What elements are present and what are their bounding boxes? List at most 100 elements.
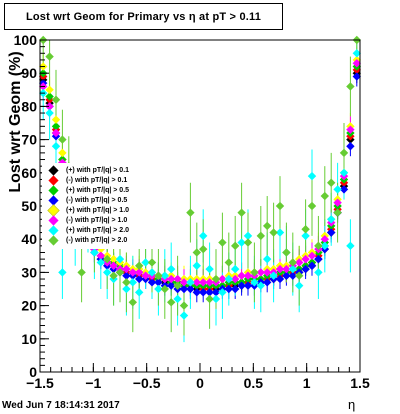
data-point bbox=[275, 228, 285, 237]
data-point bbox=[282, 248, 291, 257]
data-point bbox=[263, 254, 272, 264]
legend-entry: (-) with pT/|q| > 0.5 bbox=[42, 194, 160, 206]
chart-title: Lost wrt Geom for Primary vs η at pT > 0… bbox=[4, 3, 283, 30]
data-point bbox=[275, 274, 285, 284]
data-point bbox=[122, 264, 131, 274]
data-point bbox=[301, 254, 310, 264]
data-point bbox=[269, 271, 278, 280]
data-point bbox=[77, 268, 86, 277]
data-point bbox=[346, 142, 355, 151]
data-point bbox=[128, 278, 137, 287]
data-point bbox=[346, 82, 355, 91]
data-point bbox=[192, 248, 201, 257]
data-point bbox=[45, 102, 54, 111]
data-point bbox=[339, 168, 349, 177]
legend-label: (+) with pT/|q| > 0.1 bbox=[66, 166, 130, 174]
data-point bbox=[109, 271, 118, 280]
data-point bbox=[224, 274, 233, 284]
data-point bbox=[167, 274, 176, 284]
data-point bbox=[186, 278, 195, 287]
data-point bbox=[141, 271, 150, 280]
legend-label: (+) with pT/|q| > 0.5 bbox=[66, 186, 130, 194]
data-point bbox=[90, 248, 99, 257]
data-point bbox=[288, 271, 297, 280]
data-point bbox=[352, 72, 361, 81]
data-point bbox=[237, 281, 246, 290]
data-point bbox=[154, 271, 163, 280]
data-point bbox=[243, 271, 253, 280]
data-point bbox=[301, 264, 310, 274]
data-point bbox=[346, 125, 355, 134]
data-point bbox=[237, 238, 246, 247]
data-point bbox=[122, 278, 131, 287]
x-tick-label: 1.5 bbox=[350, 375, 370, 391]
data-point bbox=[282, 271, 291, 280]
data-point bbox=[237, 271, 246, 280]
data-point bbox=[179, 311, 189, 320]
data-point bbox=[288, 264, 297, 274]
data-point bbox=[307, 251, 317, 260]
legend-marker bbox=[48, 234, 59, 246]
data-point bbox=[307, 261, 317, 270]
legend-entry: (-) with pT/|q| > 0.1 bbox=[42, 174, 160, 186]
data-point bbox=[295, 258, 304, 267]
data-point bbox=[128, 298, 137, 307]
data-point bbox=[333, 208, 342, 217]
legend-marker bbox=[48, 194, 59, 206]
y-axis-label: Lost wrt Geom (%) bbox=[7, 51, 24, 193]
data-point bbox=[250, 268, 259, 277]
data-point bbox=[45, 85, 54, 94]
data-point bbox=[167, 264, 176, 274]
y-tick-label: 20 bbox=[21, 298, 37, 314]
data-point bbox=[263, 268, 272, 277]
x-tick-label: 1 bbox=[303, 375, 311, 391]
data-point bbox=[154, 278, 163, 287]
y-tick-label: 100 bbox=[14, 32, 38, 48]
data-point bbox=[301, 225, 310, 234]
data-point bbox=[96, 251, 105, 260]
data-point bbox=[199, 244, 208, 254]
legend-entry: (+) with pT/|q| > 0.5 bbox=[42, 184, 160, 196]
legend-marker bbox=[48, 174, 59, 186]
legend-marker bbox=[48, 164, 59, 176]
data-point bbox=[211, 294, 221, 304]
data-point bbox=[58, 148, 67, 158]
data-point bbox=[301, 231, 310, 241]
legend-marker bbox=[48, 214, 59, 226]
legend-entry: (+) with pT/|q| > 0.1 bbox=[42, 164, 160, 176]
data-point bbox=[160, 284, 169, 294]
x-tick-label: 0.5 bbox=[244, 375, 264, 391]
data-point bbox=[205, 288, 214, 297]
x-tick-label: −0.5 bbox=[133, 375, 161, 391]
y-tick-label: 0 bbox=[29, 364, 37, 380]
data-point bbox=[314, 254, 323, 264]
data-point bbox=[327, 215, 336, 224]
legend-label: (+) with pT/|q| > 1.0 bbox=[66, 206, 130, 214]
data-point bbox=[135, 268, 144, 277]
data-point bbox=[275, 264, 285, 274]
data-point bbox=[45, 108, 54, 118]
data-point bbox=[231, 284, 240, 294]
data-point bbox=[352, 49, 361, 58]
y-tick-label: 10 bbox=[21, 331, 37, 347]
y-tick-label: 50 bbox=[21, 198, 37, 214]
data-point bbox=[243, 281, 253, 290]
data-point bbox=[295, 281, 304, 290]
data-point bbox=[231, 274, 240, 284]
data-point bbox=[51, 128, 61, 138]
legend-label: (-) with pT/|q| > 0.1 bbox=[66, 176, 128, 184]
data-point bbox=[263, 278, 272, 287]
data-point bbox=[205, 278, 214, 287]
y-tick-label: 30 bbox=[21, 264, 37, 280]
data-point bbox=[173, 274, 182, 284]
data-point bbox=[224, 284, 233, 294]
data-point bbox=[186, 284, 195, 294]
data-point bbox=[115, 268, 125, 277]
data-point bbox=[109, 254, 118, 264]
data-point bbox=[307, 201, 317, 211]
data-point bbox=[147, 258, 157, 267]
legend-label: (-) with pT/|q| > 1.0 bbox=[66, 216, 128, 224]
data-point bbox=[199, 278, 208, 287]
x-tick-label: −1 bbox=[85, 375, 101, 391]
data-point bbox=[314, 268, 323, 277]
